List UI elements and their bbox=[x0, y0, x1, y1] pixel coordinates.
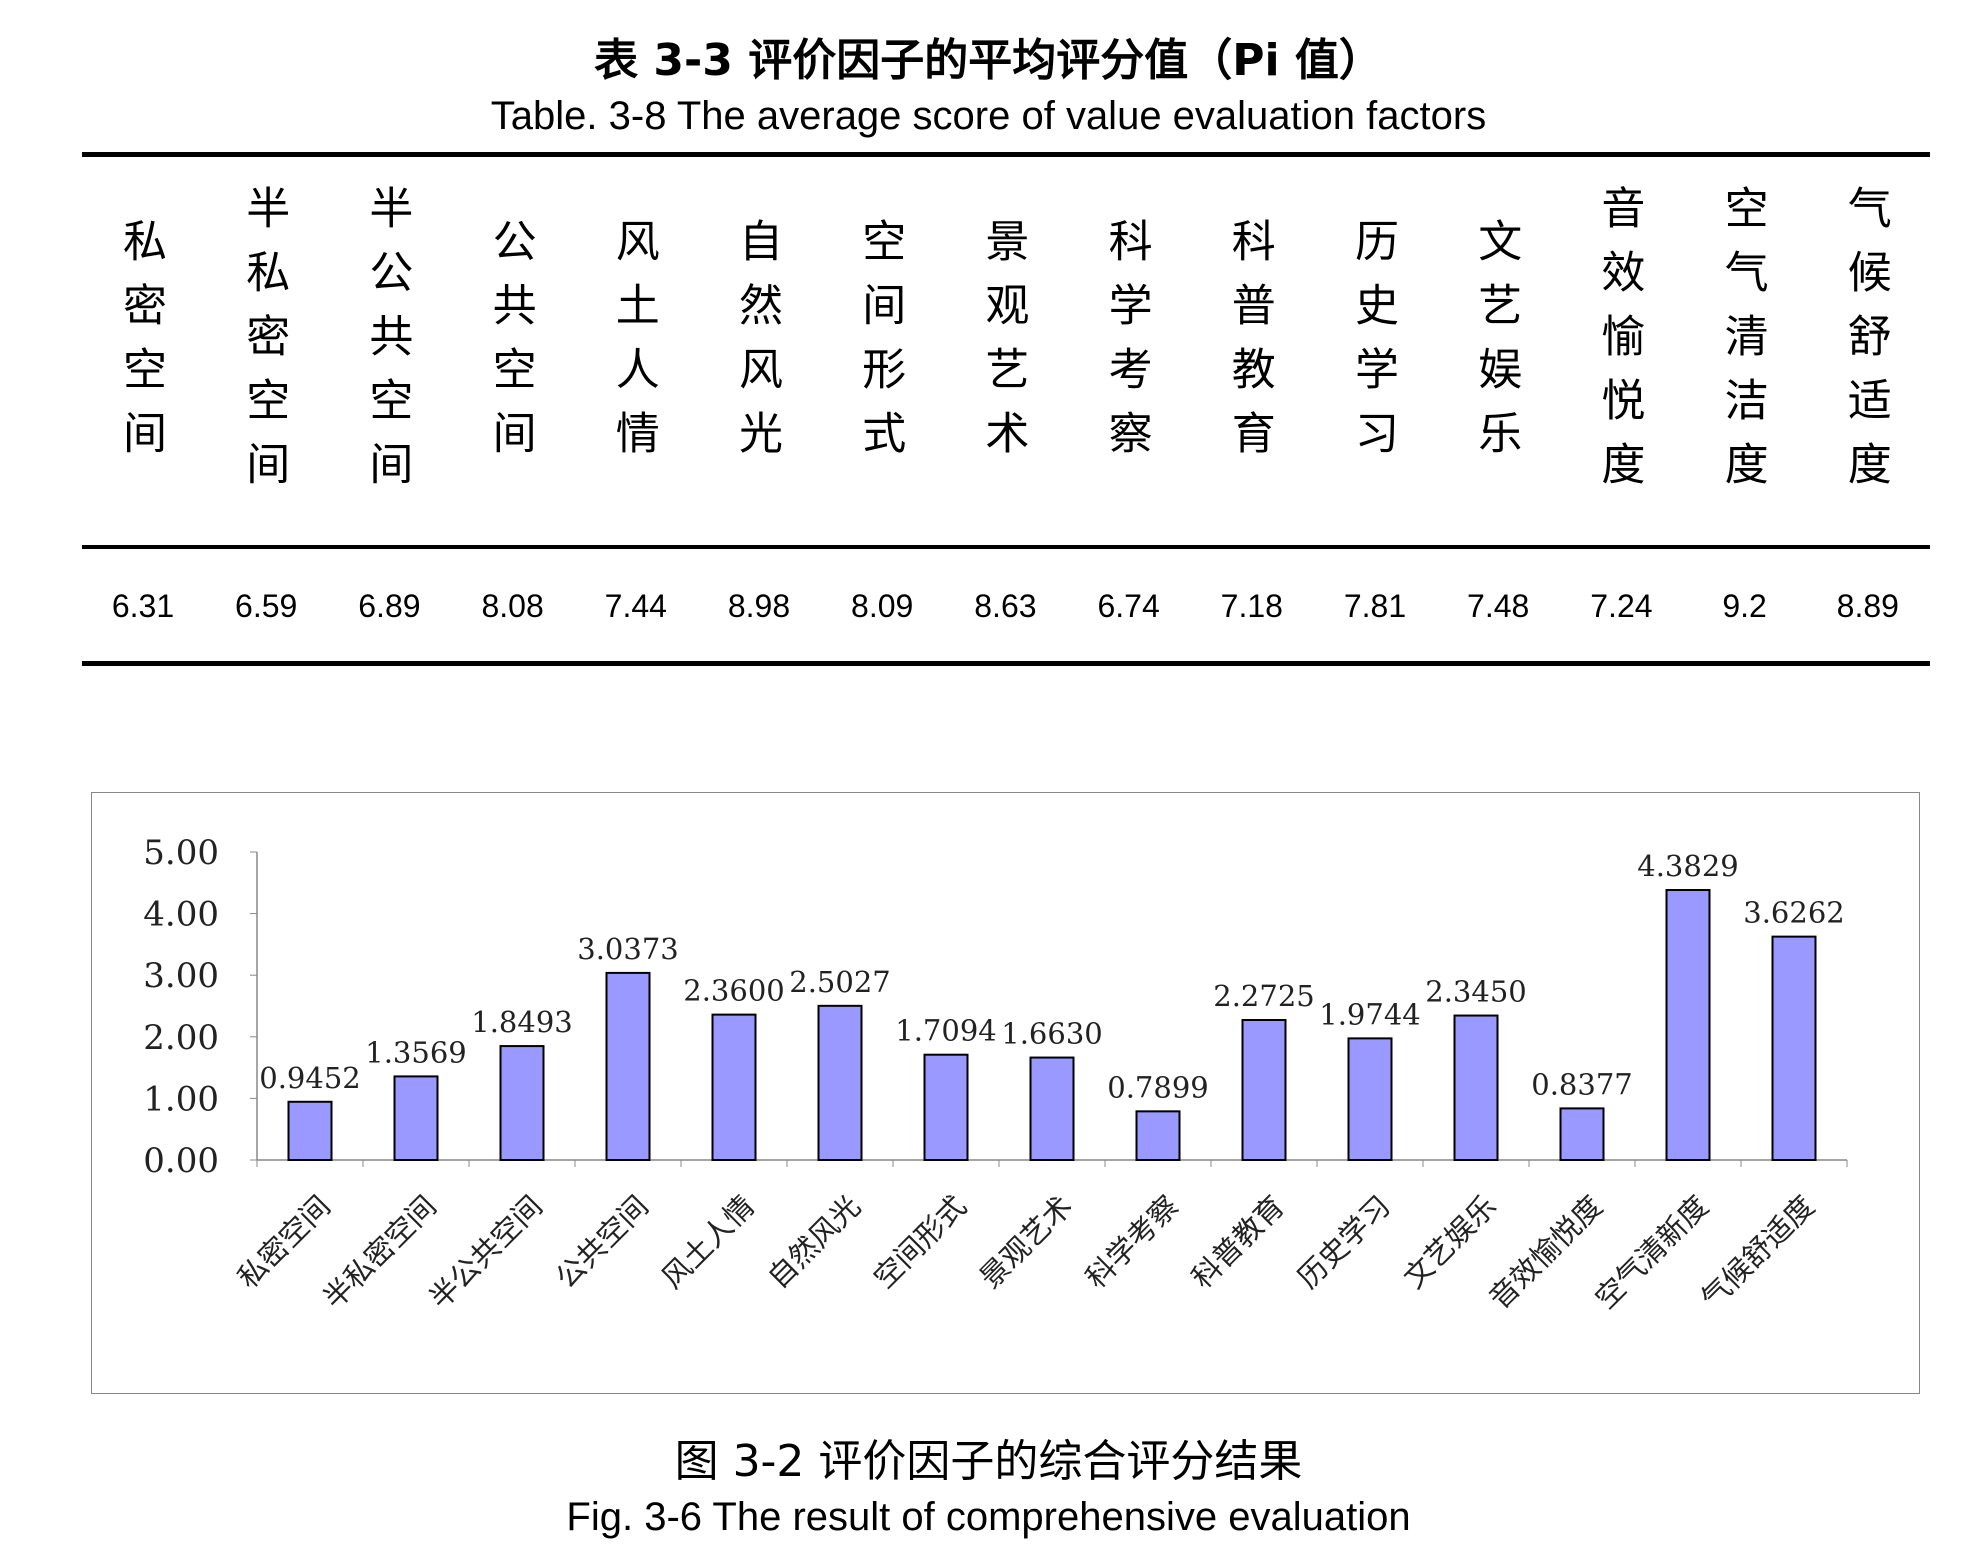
table-top-rule bbox=[82, 152, 1930, 157]
bar bbox=[1771, 935, 1817, 1161]
table-header-cell: 景观艺术 bbox=[977, 218, 1029, 474]
data-label: 0.9452 bbox=[259, 1061, 360, 1095]
table-value-cell: 6.59 bbox=[235, 588, 298, 624]
table-value-cell: 8.89 bbox=[1836, 588, 1899, 624]
table-header-cell: 气候舒适度 bbox=[1839, 185, 1891, 505]
bar bbox=[817, 1004, 863, 1161]
x-tick-label: 科普教育 bbox=[1185, 1189, 1291, 1295]
figure-caption-cn: 图 3-2 评价因子的综合评分结果 bbox=[674, 1436, 1303, 1487]
bar-chart: 0.00 1.00 2.00 3.00 4.00 5.00 0.9452 私密空间 1.3569… bbox=[143, 833, 1848, 1316]
table-header-cell: 空间形式 bbox=[854, 218, 906, 474]
table-value-cell: 7.24 bbox=[1590, 588, 1653, 624]
bar bbox=[1347, 1037, 1393, 1161]
table-value-cell: 7.18 bbox=[1220, 588, 1283, 624]
table-value-cell: 6.89 bbox=[358, 588, 421, 624]
bar bbox=[1559, 1107, 1605, 1161]
data-label: 1.7094 bbox=[895, 1014, 996, 1048]
data-label: 4.3829 bbox=[1637, 849, 1738, 883]
data-label: 3.0373 bbox=[577, 932, 678, 966]
data-label: 1.9744 bbox=[1319, 997, 1420, 1031]
table-header-cell: 文艺娱乐 bbox=[1470, 218, 1522, 474]
y-tick-label: 1.00 bbox=[143, 1079, 219, 1119]
data-label: 2.3450 bbox=[1425, 975, 1526, 1009]
table-header-cell: 自然风光 bbox=[731, 218, 782, 474]
table-header-cell: 科普教育 bbox=[1223, 218, 1275, 474]
x-tick-label: 空间形式 bbox=[867, 1189, 973, 1295]
y-tick-label: 4.00 bbox=[143, 895, 219, 935]
data-label: 0.8377 bbox=[1531, 1067, 1632, 1101]
bar bbox=[1453, 1014, 1499, 1161]
table-value-cell: 7.81 bbox=[1343, 588, 1407, 624]
x-tick-label: 音效愉悦度 bbox=[1482, 1189, 1609, 1316]
table-value-cell: 8.08 bbox=[481, 588, 544, 624]
bar bbox=[393, 1075, 439, 1161]
bar bbox=[499, 1045, 545, 1161]
table-header-cell: 空气清洁度 bbox=[1716, 185, 1768, 505]
y-tick-label: 5.00 bbox=[143, 833, 219, 873]
bar bbox=[605, 971, 651, 1161]
table-header-cell: 半公共空间 bbox=[361, 185, 413, 505]
table-value-cell: 6.74 bbox=[1097, 588, 1160, 624]
table-header-cell: 科学考察 bbox=[1100, 218, 1152, 474]
x-tick-label: 文艺娱乐 bbox=[1397, 1189, 1503, 1295]
bar bbox=[287, 1100, 333, 1161]
x-tick-label: 自然风光 bbox=[761, 1189, 867, 1295]
chart-frame: 0.00 1.00 2.00 3.00 4.00 5.00 0.9452 私密空间 1.3569… bbox=[91, 792, 1920, 1394]
data-label: 2.3600 bbox=[683, 974, 784, 1008]
data-label: 1.8493 bbox=[471, 1005, 572, 1039]
table-value-cell: 9.2 bbox=[1722, 588, 1767, 624]
table-header-cell: 音效愉悦度 bbox=[1593, 185, 1645, 505]
x-tick-label: 风土人情 bbox=[655, 1189, 761, 1295]
table-header-cell: 半私密空间 bbox=[238, 185, 290, 505]
x-tick-label: 私密空间 bbox=[231, 1189, 337, 1295]
x-tick-label: 公共空间 bbox=[549, 1189, 655, 1295]
table-value-cell: 8.09 bbox=[851, 588, 914, 624]
table-mid-rule bbox=[82, 545, 1930, 549]
table-value-cell: 7.44 bbox=[604, 588, 667, 624]
table-value-cell: 8.63 bbox=[974, 588, 1037, 624]
x-tick-label: 气候舒适度 bbox=[1694, 1189, 1821, 1316]
table-title-cn: 表 3-3 评价因子的平均评分值（Pi 值） bbox=[594, 35, 1383, 86]
bar bbox=[1665, 889, 1711, 1161]
table-bottom-rule bbox=[82, 661, 1930, 666]
x-tick-label: 历史学习 bbox=[1291, 1189, 1397, 1295]
y-tick-label: 2.00 bbox=[143, 1018, 219, 1058]
bar bbox=[923, 1053, 969, 1161]
data-label: 1.3569 bbox=[365, 1035, 466, 1069]
bar bbox=[1241, 1019, 1287, 1161]
table-header-cell: 公共空间 bbox=[484, 218, 536, 474]
data-label: 1.6630 bbox=[1001, 1017, 1102, 1051]
y-tick-label: 3.00 bbox=[143, 956, 219, 996]
data-label: 2.2725 bbox=[1213, 979, 1314, 1013]
x-tick-label: 科学考察 bbox=[1079, 1189, 1185, 1295]
x-tick-label: 半公共空间 bbox=[422, 1189, 549, 1316]
table-title-en: Table. 3-8 The average score of value ev… bbox=[490, 94, 1487, 138]
table-value-cell: 8.98 bbox=[727, 588, 791, 624]
table-header-cell: 风土人情 bbox=[607, 218, 659, 474]
figure-caption-en: Fig. 3-6 The result of comprehensive eva… bbox=[566, 1495, 1411, 1539]
x-tick-label: 空气清新度 bbox=[1588, 1189, 1715, 1316]
x-tick-label: 半私密空间 bbox=[316, 1189, 443, 1316]
table-header-cell: 历史学习 bbox=[1347, 218, 1398, 474]
table-value-cell: 7.48 bbox=[1467, 588, 1530, 624]
table-value-cell: 6.31 bbox=[111, 588, 175, 624]
x-tick-label: 景观艺术 bbox=[973, 1189, 1079, 1295]
bar bbox=[1135, 1110, 1181, 1162]
bar bbox=[711, 1013, 757, 1161]
y-tick-label: 0.00 bbox=[143, 1141, 219, 1181]
table-header-cell: 私密空间 bbox=[115, 218, 166, 474]
data-label: 3.6262 bbox=[1743, 896, 1844, 930]
bar bbox=[1029, 1056, 1075, 1162]
data-label: 2.5027 bbox=[789, 965, 890, 999]
data-label: 0.7899 bbox=[1107, 1070, 1208, 1104]
